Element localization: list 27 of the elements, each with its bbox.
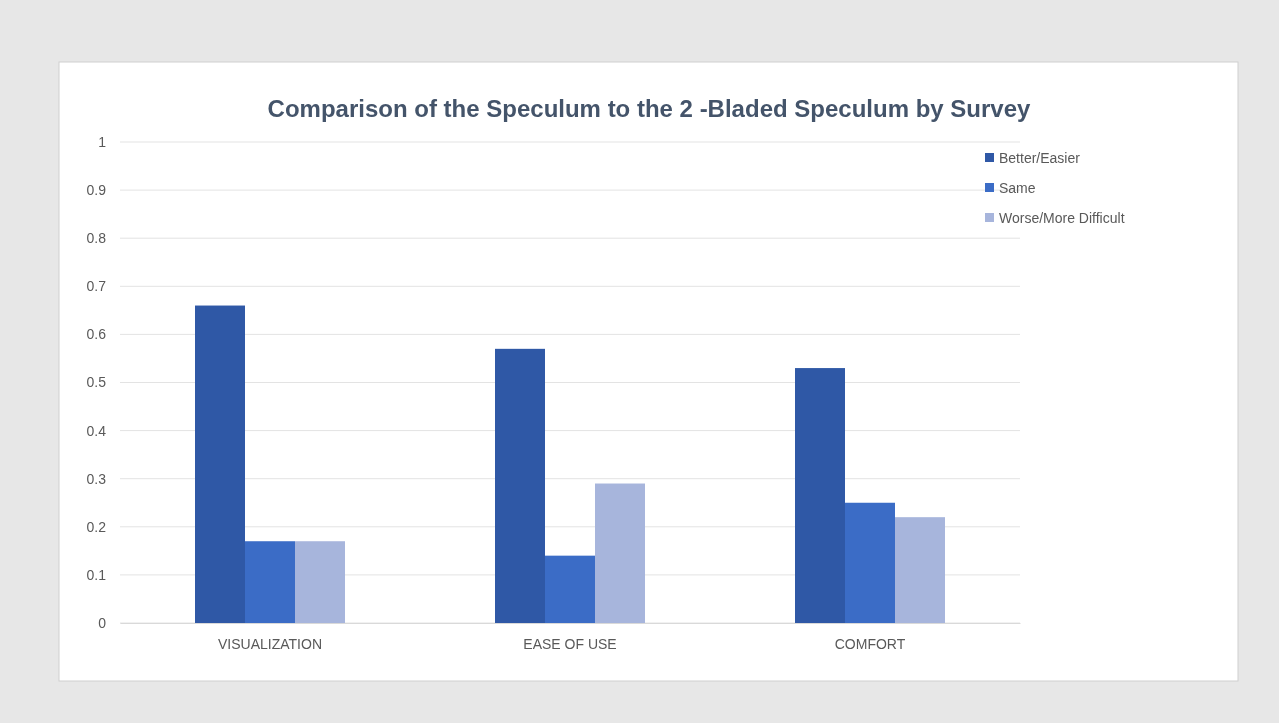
x-tick-label: EASE OF USE bbox=[523, 635, 617, 652]
y-tick-label: 0.1 bbox=[86, 566, 107, 583]
bar bbox=[495, 348, 545, 623]
legend-label: Worse/More Difficult bbox=[999, 210, 1125, 226]
legend-label: Same bbox=[999, 180, 1036, 196]
bar bbox=[795, 368, 845, 623]
y-tick-label: 1 bbox=[98, 133, 107, 150]
bar bbox=[895, 517, 945, 623]
x-tick-label: VISUALIZATION bbox=[218, 635, 322, 652]
bar bbox=[845, 502, 895, 623]
y-tick-label: 0.7 bbox=[86, 278, 107, 295]
legend-label: Better/Easier bbox=[999, 150, 1081, 166]
y-tick-label: 0.5 bbox=[86, 374, 107, 391]
y-tick-label: 0.4 bbox=[86, 422, 107, 439]
y-tick-label: 0.3 bbox=[86, 470, 107, 487]
y-tick-label: 0.2 bbox=[86, 518, 107, 535]
bar bbox=[245, 541, 295, 623]
y-tick-label: 0.6 bbox=[86, 326, 107, 343]
bar bbox=[195, 305, 245, 623]
y-tick-label: 0.8 bbox=[86, 230, 107, 247]
y-tick-label: 0.9 bbox=[86, 182, 107, 199]
bar bbox=[595, 483, 645, 623]
bar bbox=[545, 555, 595, 623]
y-tick-label: 0 bbox=[98, 614, 107, 631]
x-tick-label: COMFORT bbox=[834, 635, 906, 652]
chart-title: Comparison of the Speculum to the 2 -Bladed Speculum by Survey bbox=[267, 95, 1032, 122]
bar bbox=[295, 541, 345, 623]
